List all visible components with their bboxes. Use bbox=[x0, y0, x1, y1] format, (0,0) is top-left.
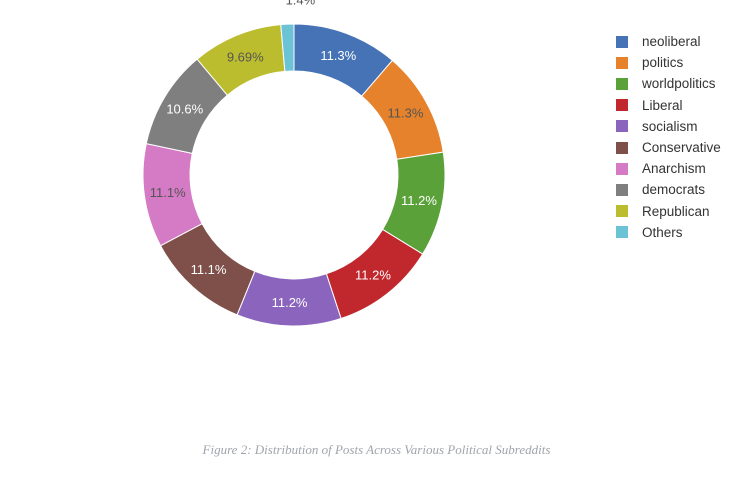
legend-item-conservative: Conservative bbox=[616, 137, 721, 158]
legend-item-republican: Republican bbox=[616, 201, 721, 222]
legend-swatch bbox=[616, 77, 628, 90]
slice-label-others: 1.4% bbox=[286, 0, 316, 8]
legend-swatch bbox=[616, 226, 628, 239]
legend-swatch bbox=[616, 141, 628, 154]
legend-label: Anarchism bbox=[642, 161, 706, 177]
slice-label-anarchism: 11.1% bbox=[150, 185, 186, 200]
legend-swatch bbox=[616, 162, 628, 175]
figure-caption: Figure 2: Distribution of Posts Across V… bbox=[202, 442, 551, 457]
legend-label: Republican bbox=[642, 203, 710, 219]
legend-label: democrats bbox=[642, 182, 706, 198]
legend-swatch bbox=[616, 205, 628, 218]
legend-item-socialism: socialism bbox=[616, 116, 721, 137]
legend-swatch bbox=[616, 183, 628, 196]
slice-label-neoliberal: 11.3% bbox=[320, 48, 356, 63]
legend-item-democrats: democrats bbox=[616, 179, 721, 200]
legend-swatch bbox=[616, 120, 628, 133]
slice-others bbox=[280, 23, 295, 72]
legend-item-anarchism: Anarchism bbox=[616, 158, 721, 179]
legend-label: worldpolitics bbox=[642, 76, 716, 92]
slice-label-republican: 9.69% bbox=[227, 50, 264, 65]
legend-item-politics: politics bbox=[616, 52, 721, 73]
legend-item-neoliberal: neoliberal bbox=[616, 31, 721, 52]
legend-swatch bbox=[616, 56, 628, 69]
slice-label-socialism: 11.2% bbox=[272, 295, 308, 310]
legend-swatch bbox=[616, 35, 628, 48]
legend-item-others: Others bbox=[616, 222, 721, 243]
slice-label-politics: 11.3% bbox=[388, 106, 424, 121]
legend-label: socialism bbox=[642, 118, 698, 134]
slice-label-worldpolitics: 11.2% bbox=[401, 193, 437, 208]
legend-item-worldpolitics: worldpolitics bbox=[616, 73, 721, 94]
legend-label: neoliberal bbox=[642, 34, 701, 50]
chart-legend: neoliberal politics worldpolitics Liberal so… bbox=[616, 31, 721, 243]
legend-item-liberal: Liberal bbox=[616, 95, 721, 116]
slice-label-conservative: 11.1% bbox=[191, 262, 227, 277]
legend-label: Liberal bbox=[642, 97, 683, 113]
legend-label: Conservative bbox=[642, 140, 721, 156]
legend-label: politics bbox=[642, 55, 684, 71]
slice-label-liberal: 11.2% bbox=[355, 268, 391, 283]
legend-swatch bbox=[616, 99, 628, 112]
slice-label-democrats: 10.6% bbox=[166, 102, 203, 117]
legend-label: Others bbox=[642, 224, 683, 240]
